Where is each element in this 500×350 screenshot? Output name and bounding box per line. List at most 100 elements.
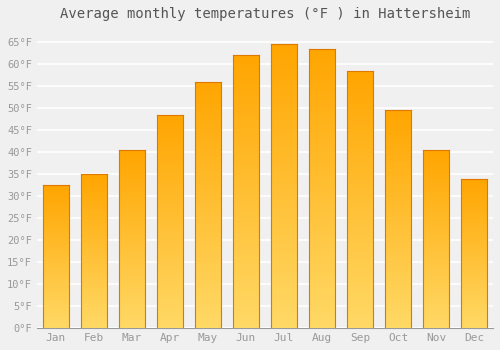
Bar <box>460 207 487 209</box>
Bar <box>118 250 145 252</box>
Bar <box>194 139 221 141</box>
Bar <box>460 285 487 286</box>
Bar <box>118 182 145 184</box>
Bar <box>270 76 297 78</box>
Bar <box>194 121 221 124</box>
Bar <box>80 260 107 262</box>
Bar <box>422 316 450 317</box>
Bar <box>422 276 450 278</box>
Bar <box>232 257 259 260</box>
Bar <box>270 198 297 201</box>
Bar <box>422 305 450 307</box>
Bar <box>346 282 374 285</box>
Bar <box>270 218 297 220</box>
Bar <box>80 211 107 213</box>
Bar <box>346 305 374 308</box>
Bar <box>422 278 450 280</box>
Bar <box>422 196 450 198</box>
Bar <box>80 307 107 308</box>
Bar <box>308 155 336 158</box>
Bar <box>460 205 487 207</box>
Bar <box>270 96 297 98</box>
Bar <box>270 178 297 181</box>
Bar <box>42 317 69 318</box>
Bar <box>308 102 336 105</box>
Bar <box>270 268 297 272</box>
Bar <box>156 202 183 204</box>
Bar <box>232 69 259 72</box>
Bar <box>422 298 450 300</box>
Bar <box>422 189 450 191</box>
Bar <box>460 283 487 285</box>
Bar <box>308 138 336 141</box>
Bar <box>270 81 297 84</box>
Bar <box>80 216 107 217</box>
Bar <box>156 284 183 286</box>
Bar <box>42 251 69 252</box>
Bar <box>194 284 221 286</box>
Bar <box>384 280 411 282</box>
Bar <box>156 249 183 251</box>
Bar <box>42 300 69 301</box>
Bar <box>422 178 450 180</box>
Bar <box>80 319 107 321</box>
Bar <box>308 183 336 186</box>
Bar <box>118 316 145 317</box>
Bar <box>118 273 145 275</box>
Bar <box>270 286 297 288</box>
Bar <box>80 244 107 245</box>
Bar <box>156 126 183 128</box>
Bar <box>118 229 145 230</box>
Bar <box>156 322 183 324</box>
Bar <box>232 159 259 162</box>
Bar <box>460 198 487 200</box>
Bar <box>194 321 221 323</box>
Bar <box>460 180 487 182</box>
Bar <box>194 161 221 163</box>
Bar <box>460 292 487 294</box>
Bar <box>460 322 487 324</box>
Bar <box>156 234 183 237</box>
Bar <box>194 294 221 296</box>
Bar <box>308 270 336 272</box>
Bar <box>270 317 297 320</box>
Bar <box>308 116 336 119</box>
Bar <box>232 290 259 293</box>
Bar <box>270 322 297 326</box>
Bar <box>80 197 107 199</box>
Bar <box>232 181 259 184</box>
Bar <box>80 270 107 271</box>
Bar <box>232 99 259 102</box>
Bar <box>232 58 259 61</box>
Bar <box>346 107 374 110</box>
Bar <box>270 107 297 110</box>
Bar <box>232 295 259 298</box>
Bar <box>346 150 374 153</box>
Bar <box>156 226 183 228</box>
Bar <box>308 303 336 306</box>
Bar <box>346 194 374 197</box>
Bar <box>270 130 297 132</box>
Bar <box>194 89 221 92</box>
Bar <box>270 320 297 322</box>
Bar <box>194 180 221 183</box>
Bar <box>118 237 145 239</box>
Bar <box>80 226 107 228</box>
Bar <box>80 191 107 193</box>
Bar <box>156 194 183 196</box>
Bar <box>308 309 336 312</box>
Bar <box>156 147 183 149</box>
Bar <box>42 314 69 315</box>
Bar <box>42 201 69 202</box>
Bar <box>384 300 411 302</box>
Bar <box>118 241 145 243</box>
Bar <box>80 308 107 310</box>
Bar <box>384 317 411 320</box>
Bar <box>346 156 374 158</box>
Bar <box>308 65 336 68</box>
Bar <box>80 199 107 201</box>
Bar <box>194 166 221 168</box>
Bar <box>460 273 487 274</box>
Bar <box>422 170 450 172</box>
Bar <box>194 200 221 203</box>
